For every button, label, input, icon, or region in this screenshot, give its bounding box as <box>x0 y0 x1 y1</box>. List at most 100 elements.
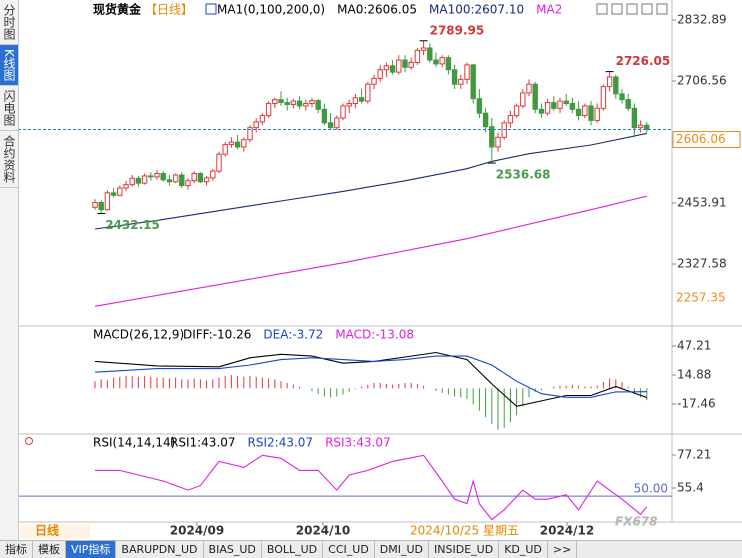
candle-body <box>315 100 321 110</box>
y-tick-label: 2453.91 <box>677 196 727 210</box>
candle-body <box>222 144 228 155</box>
watermark: FX678 <box>615 515 658 529</box>
candle-body <box>464 64 470 80</box>
candle-body <box>296 100 303 107</box>
side-tab[interactable]: 闪电图 <box>0 86 18 131</box>
extreme-label: 2789.95 <box>430 23 485 37</box>
last-price-box <box>672 131 741 149</box>
candle-body <box>278 99 284 104</box>
level-label: 50.00 <box>634 482 668 496</box>
chart-title: MACD(26,12,9) <box>93 328 184 342</box>
tab[interactable]: DMI_UD <box>375 541 430 558</box>
candle-body <box>458 78 464 85</box>
extreme-label: 2536.68 <box>496 168 551 182</box>
candle-body <box>284 102 290 105</box>
indicator-line <box>94 132 647 230</box>
candle-body <box>600 86 607 109</box>
tab[interactable]: INSIDE_UD <box>429 541 500 558</box>
candle-body <box>117 187 123 196</box>
candle-body <box>439 57 445 65</box>
candle-body <box>532 83 538 110</box>
candle-body <box>303 103 309 107</box>
candle-body <box>377 69 383 79</box>
y-tick-label: 14.88 <box>677 367 711 381</box>
legend-entry: MACD:-13.08 <box>335 328 414 342</box>
candle-body <box>110 192 117 196</box>
tab[interactable]: 模板 <box>33 541 66 558</box>
candle-body <box>433 59 439 65</box>
tab[interactable]: CCI_UD <box>323 541 375 558</box>
candle-body <box>569 103 576 110</box>
candle-body <box>191 173 197 182</box>
candle-body <box>582 105 588 117</box>
candle-body <box>334 117 340 129</box>
candle-body <box>495 136 501 148</box>
settings-icon[interactable] <box>205 3 217 15</box>
candle-body <box>265 103 272 117</box>
chart: 2832.892706.562580.232453.912327.58现货黄金【… <box>18 0 742 540</box>
y-tick-label: 2832.89 <box>677 13 727 27</box>
candle-body <box>154 173 160 178</box>
x-tick-label: 2024/10/25 星期五 <box>410 524 519 538</box>
period-box <box>20 524 90 539</box>
candle-body <box>104 192 111 211</box>
x-tick-label: 2024/09 <box>170 524 224 538</box>
candle-body <box>482 112 489 128</box>
candle-body <box>228 141 235 146</box>
candle-body <box>98 201 104 211</box>
side-tab[interactable]: 分时图 <box>0 0 18 45</box>
candle-body <box>513 105 520 117</box>
ref-level-label: 2257.35 <box>676 290 726 304</box>
legend-entry: MA0:2606.05 <box>337 3 417 17</box>
tab[interactable]: BOLL_UD <box>262 541 324 558</box>
candle-body <box>340 105 346 119</box>
candle-body <box>253 121 259 129</box>
background <box>18 0 742 540</box>
candle-body <box>408 61 414 68</box>
indicator-line <box>94 351 647 407</box>
candle-body <box>557 100 563 109</box>
candle-body <box>321 108 328 124</box>
candle-body <box>476 98 483 114</box>
indicator-line <box>94 195 647 307</box>
chart-title: 现货黄金 <box>93 2 142 17</box>
candle-body <box>290 100 297 105</box>
legend-entry: RSI1:43.07 <box>170 436 236 450</box>
last-price-label: 2606.06 <box>676 132 726 146</box>
candle-body <box>185 180 191 187</box>
candle-body <box>203 177 210 183</box>
y-tick-label: 2706.56 <box>677 74 727 88</box>
candle-body <box>197 173 204 183</box>
candle-body <box>129 177 135 186</box>
candle-body <box>575 108 582 117</box>
legend-entry: DEA:-3.72 <box>263 328 323 342</box>
candle-body <box>606 76 613 88</box>
candle-body <box>346 103 352 107</box>
y-tick-label: -17.46 <box>677 397 716 411</box>
tab[interactable]: >> <box>548 541 578 558</box>
candle-body <box>538 108 545 114</box>
candle-body <box>396 59 402 73</box>
candle-body <box>179 174 185 187</box>
tab[interactable]: VIP指标 <box>66 541 117 558</box>
candle-body <box>210 170 216 179</box>
candle-body <box>594 107 600 121</box>
side-tab[interactable]: K线图 <box>0 45 18 86</box>
tab[interactable]: BIAS_UD <box>204 541 262 558</box>
x-tick-label: 2024/10 <box>296 524 350 538</box>
tab[interactable]: 指标 <box>0 541 33 558</box>
toolbar-icons <box>596 3 668 15</box>
candle-body <box>644 124 650 131</box>
candle-body <box>420 47 427 51</box>
tab[interactable]: KD_UD <box>499 541 548 558</box>
candle-body <box>371 77 377 85</box>
side-tab[interactable]: 合约资料 <box>0 131 18 188</box>
candle-body <box>470 64 476 100</box>
legend-entry: RSI2:43.07 <box>248 436 314 450</box>
candle-body <box>135 177 142 184</box>
candle-body <box>358 97 365 102</box>
candle-body <box>637 124 644 129</box>
y-tick-label: 2327.58 <box>677 257 727 271</box>
period-label: 日线 <box>35 523 59 538</box>
tab[interactable]: BARUPDN_UD <box>116 541 204 558</box>
